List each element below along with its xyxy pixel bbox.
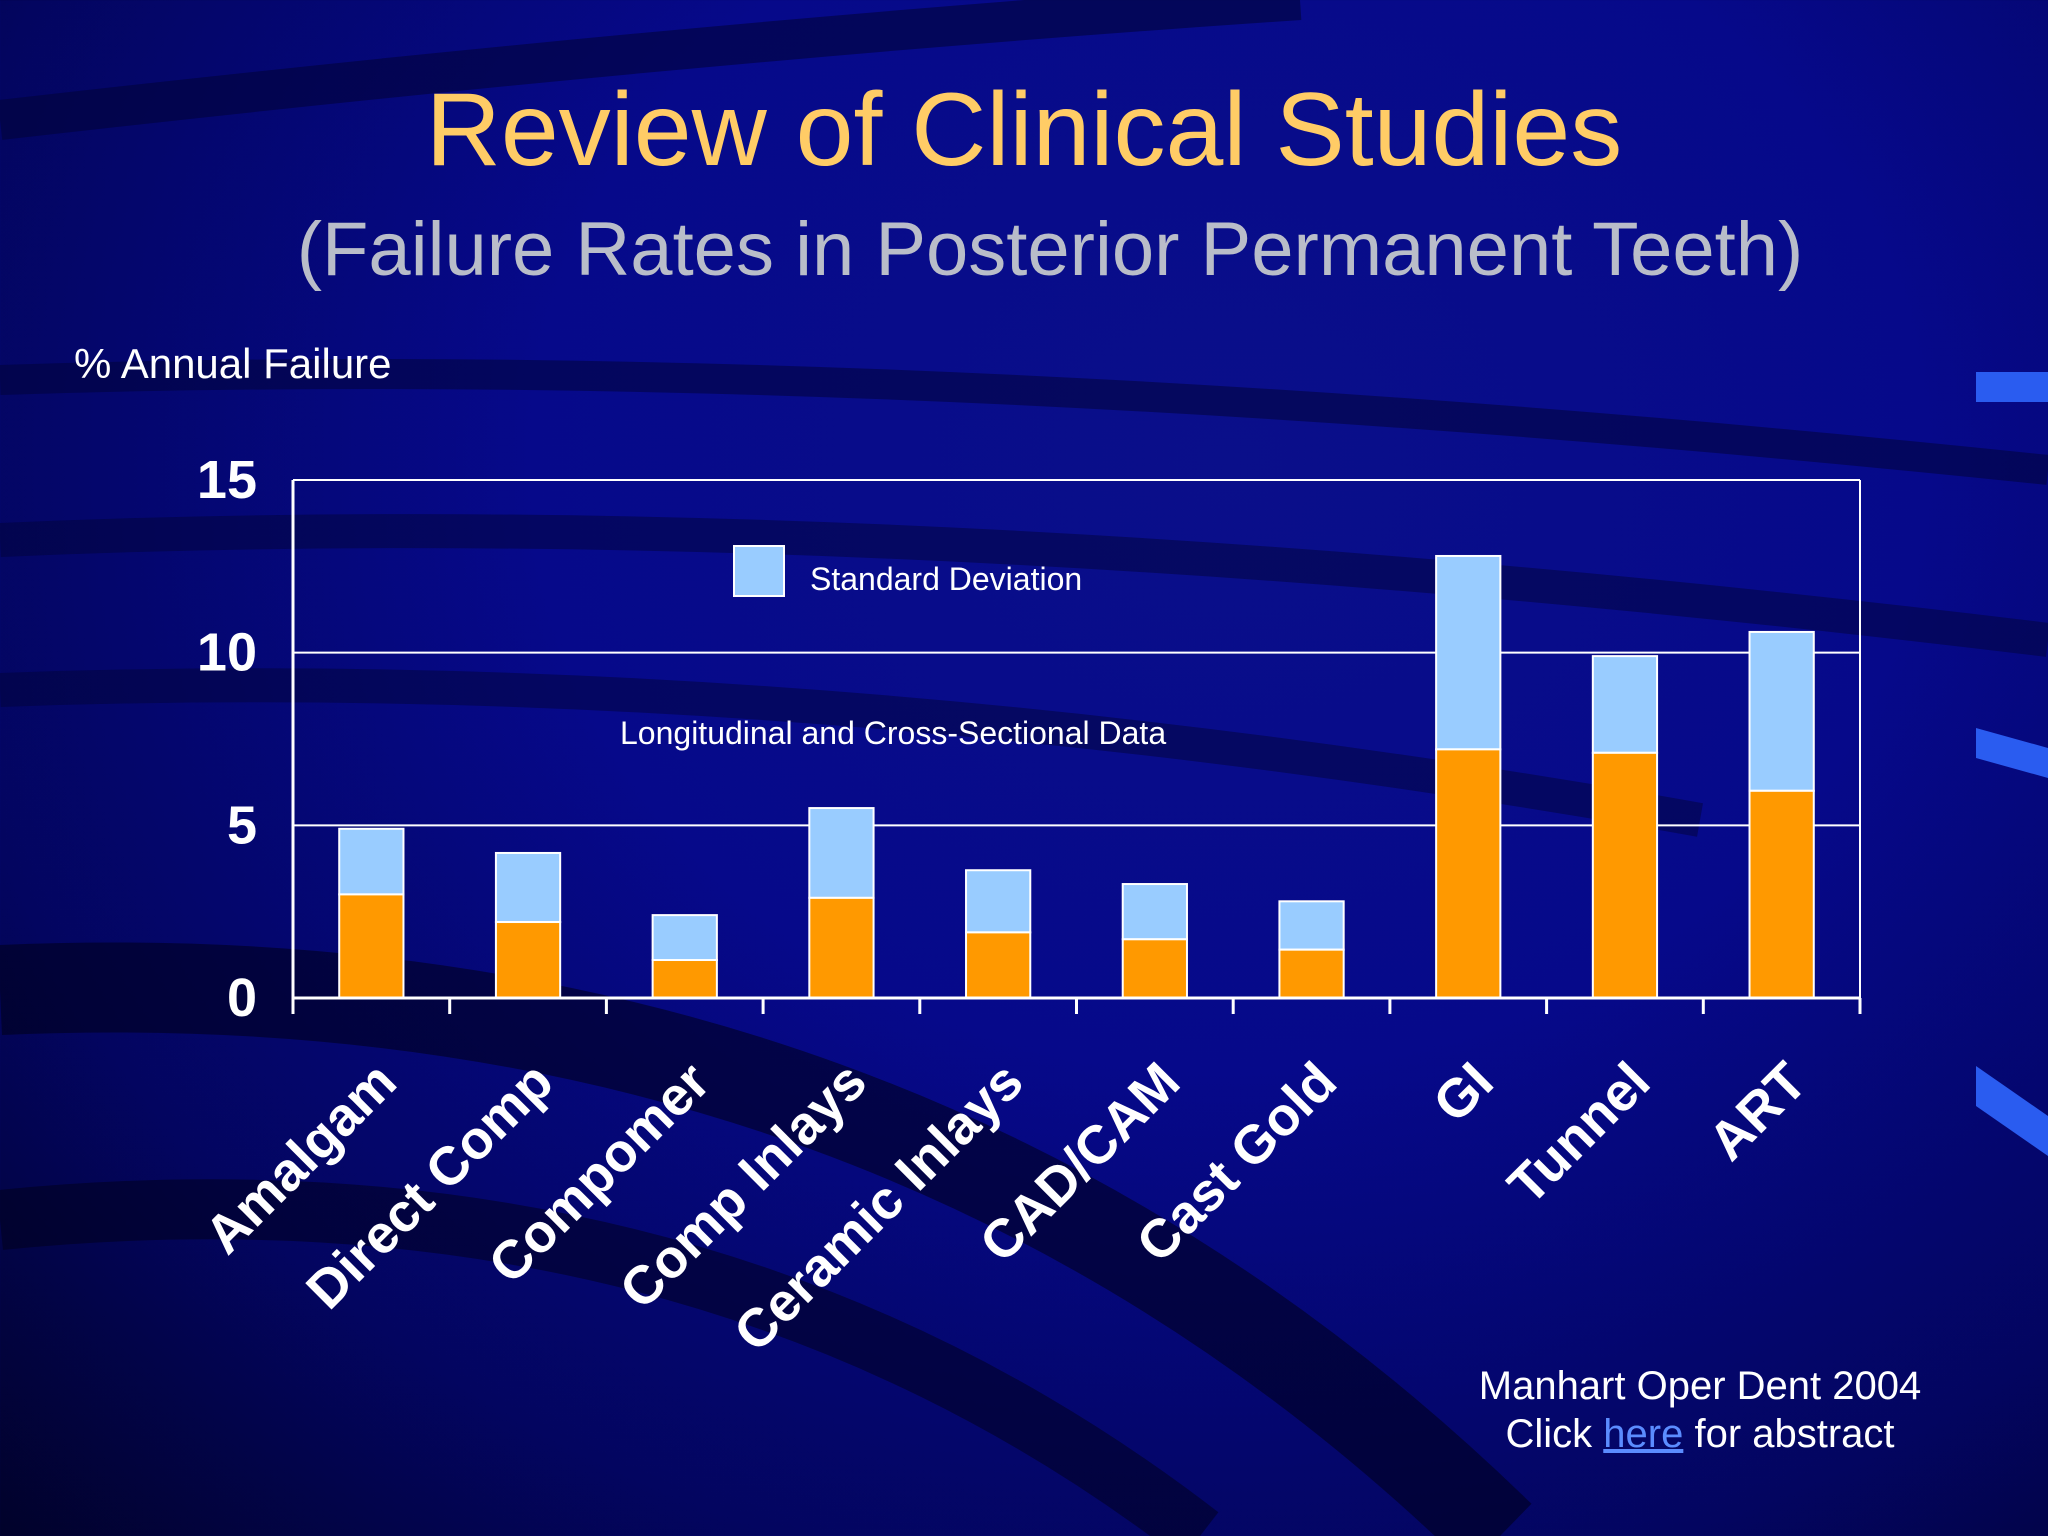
bar-sd-compomer: [651, 914, 718, 962]
y-tick-label: 0: [227, 968, 257, 1028]
bar-sd-direct-comp: [494, 851, 562, 924]
bar-sd-amalgam: [338, 827, 405, 896]
bar-sd-comp-inlays: [808, 807, 875, 899]
bar-sd-cad-cam: [1121, 883, 1188, 941]
citation-source: Manhart Oper Dent 2004: [1478, 1364, 1922, 1408]
y-tick-label: 5: [227, 795, 257, 855]
slide-subtitle: (Failure Rates in Posterior Permanent Te…: [296, 207, 1804, 292]
side-accent-bar: [1976, 728, 2048, 778]
y-axis-caption: % Annual Failure: [74, 340, 392, 387]
side-accent-bar: [1976, 1066, 2048, 1156]
abstract-link[interactable]: here: [1603, 1412, 1684, 1456]
x-category-label: ART: [1697, 1051, 1818, 1172]
bar-sd-cast-gold: [1278, 900, 1345, 951]
bar-mean-amalgam: [338, 893, 405, 1000]
x-category-label: GI: [1422, 1051, 1505, 1134]
bar-mean-tunnel: [1591, 751, 1659, 1000]
bar-mean-cad-cam: [1121, 938, 1188, 999]
bar-mean-compomer: [651, 959, 718, 999]
bar-sd-gi: [1435, 554, 1502, 751]
y-tick-label: 10: [197, 623, 257, 683]
bar-mean-ceramic-inlays: [965, 931, 1032, 999]
side-accent-bar: [1976, 372, 2048, 402]
citation-link-line: Click here for abstract: [1460, 1410, 1940, 1458]
chart-annotation: Longitudinal and Cross-Sectional Data: [620, 715, 1166, 751]
bar-mean-direct-comp: [494, 921, 562, 1000]
citation-click: Click: [1505, 1412, 1593, 1456]
bar-sd-ceramic-inlays: [965, 869, 1032, 934]
bar-mean-art: [1748, 789, 1815, 999]
bar-mean-gi: [1435, 748, 1502, 999]
citation-suffix: for abstract: [1694, 1412, 1895, 1456]
legend-label: Standard Deviation: [810, 561, 1082, 597]
bar-sd-art: [1748, 630, 1815, 792]
x-category-label: Ceramic Inlays: [723, 1051, 1035, 1363]
citation: Manhart Oper Dent 2004 Click here for ab…: [1460, 1362, 1940, 1458]
bar-mean-comp-inlays: [808, 896, 875, 999]
x-category-label: Tunnel: [1497, 1051, 1662, 1216]
legend-swatch-sd: [733, 545, 785, 597]
bar-mean-cast-gold: [1278, 948, 1345, 999]
slide-title: Review of Clinical Studies: [425, 72, 1623, 188]
y-tick-label: 15: [197, 450, 257, 510]
bar-sd-tunnel: [1591, 655, 1659, 754]
